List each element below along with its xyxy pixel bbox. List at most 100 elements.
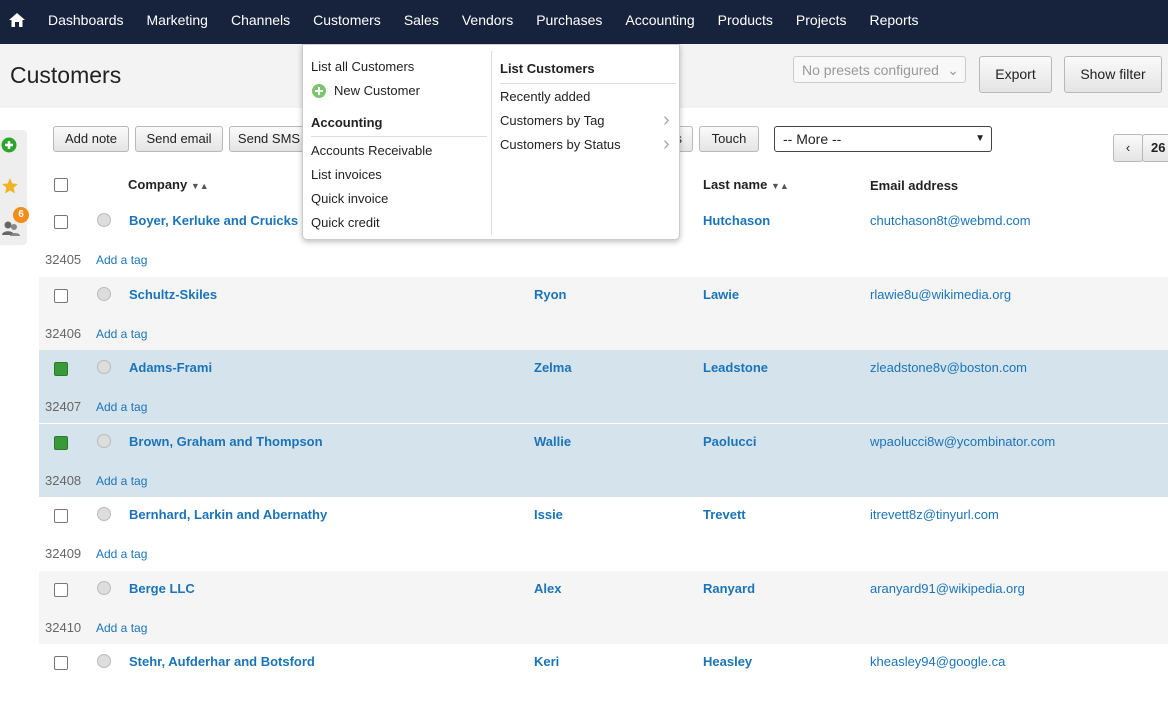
row-checkbox[interactable] [54, 435, 68, 450]
row-id: 32410 [45, 619, 82, 635]
menu-heading: Accounting [311, 115, 383, 130]
menu-link[interactable]: Quick credit [311, 215, 380, 230]
top-nav: Dashboards Marketing Channels Customers Sale… [0, 0, 1168, 44]
nav-item[interactable]: Vendors [461, 12, 514, 28]
nav-item[interactable]: Accounting [625, 12, 695, 28]
first-name-link[interactable]: Wallie [534, 433, 572, 449]
add-tag-link[interactable]: Add a tag [96, 400, 148, 414]
row-menu[interactable] [97, 360, 111, 374]
export-button[interactable]: Export [979, 56, 1052, 93]
nav-item[interactable]: Sales [403, 12, 439, 28]
last-name-header-text: Last name [703, 177, 768, 192]
add-tag-link[interactable]: Add a tag [96, 547, 148, 561]
company-link[interactable]: Boyer, Kerluke and Cruicks [129, 213, 299, 228]
menu-link[interactable]: New Customer [334, 83, 420, 98]
email-link[interactable]: kheasley94@google.ca [870, 654, 1006, 669]
company-link[interactable]: Schultz-Skiles [129, 286, 218, 302]
add-tag-link[interactable]: Add a tag [96, 473, 148, 488]
nav-item[interactable]: Channels [230, 12, 291, 28]
first-name-link[interactable]: Zelma [534, 360, 572, 375]
menu-link[interactable]: Recently added [500, 89, 591, 104]
nav-item[interactable]: Projects [795, 12, 847, 28]
row-checkbox[interactable] [54, 656, 68, 670]
email-link[interactable]: itrevett8z@tinyurl.com [870, 507, 999, 522]
menu-link[interactable]: Customers by Tag [500, 113, 605, 128]
first-name-link[interactable]: Ryon [534, 286, 567, 302]
prev-page[interactable]: ‹ [1113, 134, 1143, 162]
company-link[interactable]: Brown, Graham and Thompson [129, 433, 323, 449]
company-header-text: Company [128, 177, 188, 192]
select-all[interactable] [54, 178, 68, 192]
customers-dropdown: List all Customers New Customer Accounti… [302, 44, 680, 240]
users-icon[interactable] [1, 219, 21, 237]
row-id: 32408 [45, 472, 82, 488]
row-id: 32407 [45, 399, 82, 414]
show-filter-button[interactable]: Show filter [1064, 56, 1162, 93]
nav-item[interactable]: Marketing [146, 12, 208, 28]
last-name-link[interactable]: Heasley [703, 654, 753, 669]
add-tag-link[interactable]: Add a tag [96, 253, 148, 267]
sidebar: 6 [0, 130, 29, 245]
menu-link[interactable]: List all Customers [311, 59, 415, 74]
table-row: Adams-Frami Zelma Leadstone zleadstone8v@bo… [39, 350, 1168, 423]
row-menu[interactable] [97, 580, 111, 595]
add-tag-link[interactable]: Add a tag [96, 620, 148, 635]
menu-link[interactable]: Quick invoice [311, 191, 389, 206]
nav-item[interactable]: Purchases [536, 12, 603, 28]
row-menu[interactable] [97, 433, 111, 448]
email-link[interactable]: wpaolucci8w@ycombinator.com [870, 433, 1056, 449]
row-checkbox[interactable] [54, 288, 68, 303]
toolbar-button[interactable]: Send email [135, 126, 223, 152]
email-link[interactable]: zleadstone8v@boston.com [870, 360, 1028, 375]
email-link[interactable]: aranyard91@wikipedia.org [870, 580, 1025, 596]
email-link[interactable]: rlawie8u@wikimedia.org [870, 286, 1012, 302]
nav-item[interactable]: Products [717, 12, 773, 28]
nav-item[interactable]: Reports [869, 12, 919, 28]
first-name-link[interactable]: Keri [534, 654, 560, 669]
nav-item[interactable]: Dashboards [48, 12, 124, 28]
company-link[interactable]: Berge LLC [129, 580, 195, 596]
last-name-header[interactable]: Last name ▼▲ [703, 177, 789, 192]
menu-link[interactable]: List invoices [311, 167, 382, 182]
company-link[interactable]: Adams-Frami [129, 360, 213, 375]
row-menu[interactable] [97, 507, 111, 521]
table-row: Schultz-Skiles Ryon Lawie rlawie8u@wikimedi… [39, 276, 1168, 350]
row-menu[interactable] [97, 286, 111, 301]
row-checkbox[interactable] [54, 215, 68, 229]
last-name-link[interactable]: Leadstone [703, 360, 769, 375]
toolbar-button[interactable]: Add note [53, 126, 129, 152]
home-icon[interactable] [8, 11, 26, 29]
row-menu[interactable] [97, 213, 111, 227]
add-icon[interactable] [1, 137, 17, 153]
toolbar-button[interactable]: Touch [699, 126, 759, 152]
table-row: Stehr, Aufderhar and Botsford Keri Heasley… [39, 644, 1168, 717]
last-name-link[interactable]: Lawie [703, 286, 740, 302]
star-icon[interactable] [1, 177, 19, 195]
company-link[interactable]: Stehr, Aufderhar and Botsford [129, 654, 315, 669]
last-name-link[interactable]: Ranyard [703, 580, 756, 596]
row-checkbox[interactable] [54, 509, 68, 523]
last-name-link[interactable]: Hutchason [703, 213, 771, 228]
page-number[interactable]: 26 [1142, 134, 1168, 162]
last-name-link[interactable]: Paolucci [703, 433, 757, 449]
menu-link[interactable]: Customers by Status [500, 137, 621, 152]
row-menu[interactable] [97, 654, 111, 668]
add-tag-link[interactable]: Add a tag [96, 326, 148, 341]
nav-item[interactable]: Customers [313, 12, 381, 28]
toolbar-button[interactable]: Send SMS [229, 126, 309, 152]
first-name-link[interactable]: Issie [534, 507, 563, 522]
page-title: Customers [10, 62, 122, 88]
row-checkbox[interactable] [54, 582, 68, 597]
presets-select[interactable]: No presets configured ⌄ [793, 56, 966, 83]
presets-text: No presets configured [802, 62, 939, 78]
email-header[interactable]: Email address [870, 178, 959, 193]
row-checkbox[interactable] [54, 362, 68, 376]
row-id: 32405 [45, 252, 82, 267]
first-name-link[interactable]: Alex [534, 580, 562, 596]
company-link[interactable]: Bernhard, Larkin and Abernathy [129, 507, 328, 522]
email-link[interactable]: chutchason8t@webmd.com [870, 213, 1031, 228]
more-select[interactable]: -- More -- ▼ [774, 126, 992, 152]
menu-link[interactable]: Accounts Receivable [311, 143, 433, 158]
last-name-link[interactable]: Trevett [703, 507, 746, 522]
company-header[interactable]: Company ▼▲ [128, 177, 209, 192]
